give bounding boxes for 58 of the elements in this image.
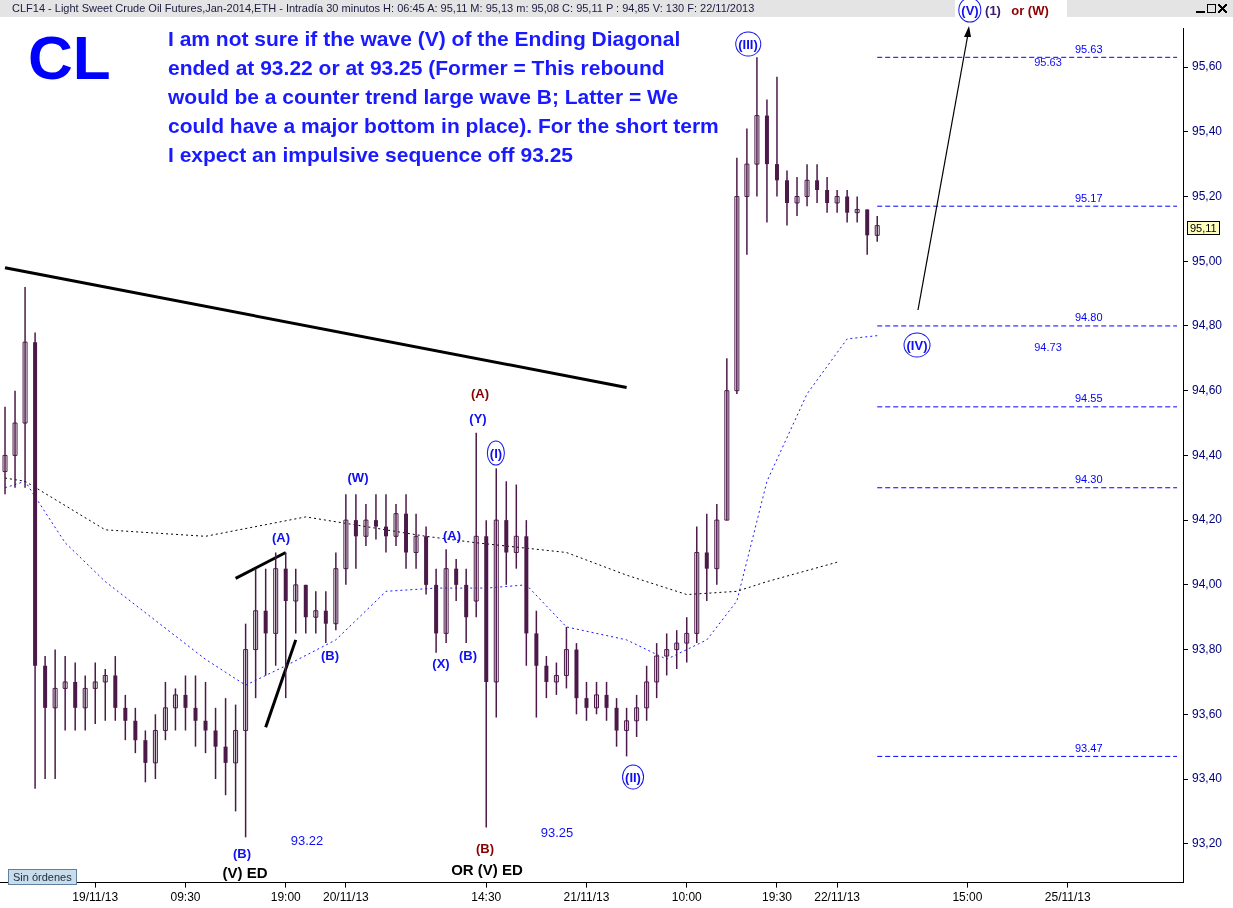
x-tick-label: 15:00 — [952, 890, 983, 905]
y-tick-label: 95,40 — [1192, 124, 1223, 139]
y-tick-label: 93,80 — [1192, 641, 1223, 656]
y-tick-label: 95,00 — [1192, 253, 1223, 268]
annotation: (B) — [320, 647, 340, 663]
ref-line-label: 95.17 — [1075, 191, 1103, 204]
y-tick-label: 95,20 — [1192, 188, 1223, 203]
annotation: (V) ED — [222, 863, 268, 881]
annotation: (Y) — [469, 410, 487, 426]
annotation: (B) — [475, 840, 495, 856]
annotation: CL — [28, 22, 111, 93]
annotation: (A) — [442, 527, 462, 543]
annotation: (B) — [458, 647, 478, 663]
x-tick-label: 19:30 — [761, 890, 793, 905]
ref-line-label: 93.47 — [1075, 741, 1103, 754]
x-tick-label: 19:00 — [270, 890, 302, 905]
text: or (W) — [1011, 2, 1049, 18]
y-tick-label: 94,80 — [1192, 318, 1223, 333]
annotation: OR (V) ED — [451, 860, 523, 878]
annotation: (III) — [735, 31, 761, 57]
y-tick-label: 94,40 — [1192, 447, 1223, 462]
annotation: (II) — [622, 764, 644, 790]
x-tick-label: 10:00 — [671, 890, 703, 905]
ref-line-label: 94.80 — [1075, 311, 1103, 324]
x-tick-label: 22/11/13 — [814, 890, 861, 905]
text: (1) — [985, 2, 1001, 18]
x-tick-label: 14:30 — [471, 890, 502, 905]
annotation: 93.25 — [540, 824, 574, 840]
annotation: 95.63 — [1034, 56, 1062, 68]
annotation: 94.73 — [1034, 341, 1062, 353]
text: 95,11 — [1187, 221, 1220, 235]
annotation: I am not sure if the wave (V) of the Ending Diagonal ended at 93.22 or at 93.25 (Former = This rebound would be a counter trend large wave B; Latter = We could have a major bottom in place). For the short term I expect an impulsive sequence off 93.25 — [168, 26, 720, 168]
y-tick-label: 94,00 — [1192, 577, 1223, 592]
x-tick-label: 21/11/13 — [563, 890, 610, 905]
ref-line-label: 94.55 — [1075, 392, 1103, 405]
y-tick-label: 93,20 — [1192, 836, 1223, 851]
annotation: (B) — [232, 845, 252, 861]
annotation: 93.22 — [290, 832, 324, 848]
annotation: (A) — [470, 385, 490, 401]
annotation: Sin órdenes — [8, 869, 77, 885]
y-tick-label: 93,60 — [1192, 706, 1223, 721]
x-tick-label: 20/11/13 — [322, 890, 370, 905]
text: (V) — [958, 0, 982, 23]
annotation: (W) — [347, 469, 369, 485]
x-tick-label: 25/11/13 — [1044, 890, 1091, 905]
annotation: (A) — [271, 529, 291, 545]
annotation: (IV) — [903, 332, 931, 358]
x-tick-label: 09:30 — [170, 890, 201, 905]
annotation: (I) — [486, 440, 506, 466]
ref-line-label: 94.30 — [1075, 473, 1103, 486]
y-tick-label: 93,40 — [1192, 771, 1223, 786]
ref-line-label: 95.63 — [1075, 42, 1103, 55]
y-tick-label: 95,60 — [1192, 59, 1223, 74]
y-tick-label: 94,60 — [1192, 382, 1223, 397]
x-tick-label: 19/11/13 — [72, 890, 119, 905]
chart-title: CLF14 - Light Sweet Crude Oil Futures,Jan-2014,ETH - Intradía 30 minutos H: 06:45 A: 95,11 M: 95,13 m: 95,08 C: 95,11 P : 94,85 V: 130 F: 22/11/2013 — [0, 0, 955, 17]
y-tick-label: 94,20 — [1192, 512, 1223, 527]
annotation: (X) — [432, 655, 450, 671]
